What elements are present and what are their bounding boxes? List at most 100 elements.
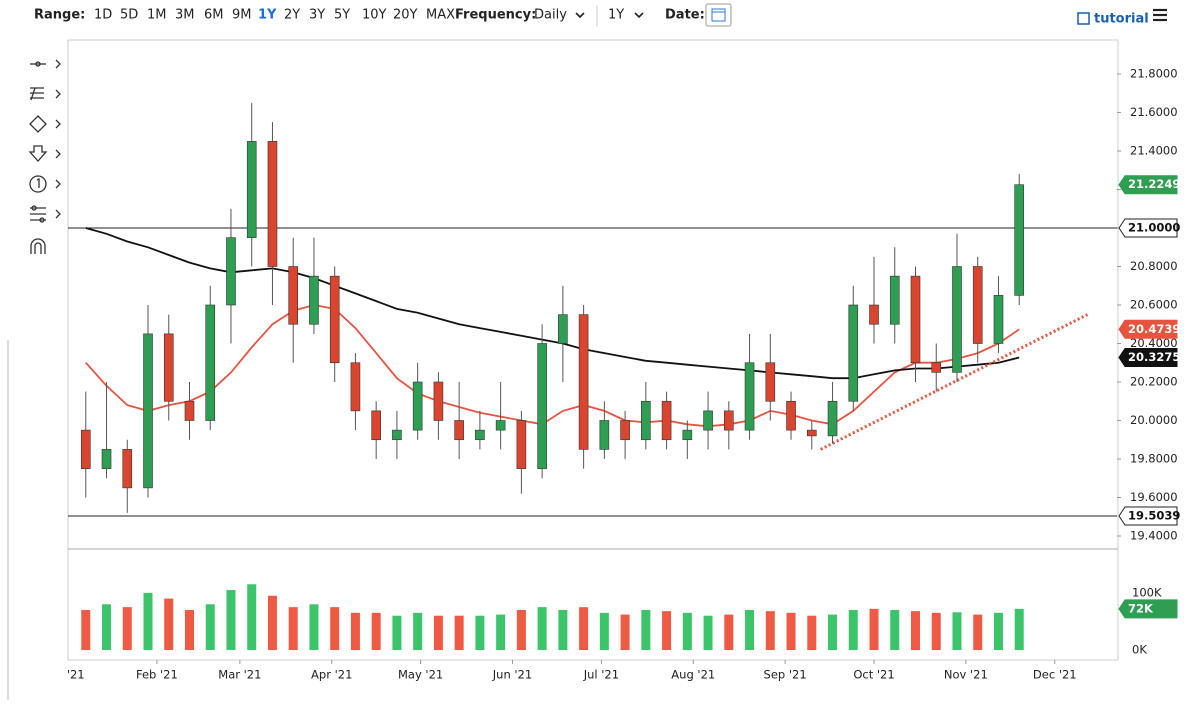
y-tick-label: 21.8000 [1130, 67, 1178, 81]
drawing-tools [28, 59, 61, 254]
calendar-button[interactable] [705, 3, 732, 27]
x-tick-label: Oct '21 [853, 668, 894, 682]
range-button[interactable]: 3Y [309, 8, 325, 23]
y-tick-label: 19.4000 [1130, 529, 1178, 543]
range-button[interactable]: 6M [204, 8, 224, 23]
trendline [819, 313, 1089, 451]
volume-bar [205, 604, 215, 650]
tutorial-link[interactable]: tutorial [1094, 12, 1149, 27]
price-tag-label: 72K [1128, 601, 1154, 615]
candle-body [661, 400, 672, 441]
volume-bar [433, 615, 443, 650]
candle-body [869, 304, 879, 325]
volume-bar [910, 611, 920, 650]
volume-bar [330, 607, 340, 650]
tool-arrow[interactable] [28, 145, 61, 162]
candle-body [703, 410, 713, 431]
tool-line[interactable] [30, 59, 61, 69]
range-button[interactable]: 5Y [334, 8, 350, 23]
volume-bar [828, 614, 838, 650]
candle-body [101, 449, 112, 469]
candle-body [972, 266, 983, 344]
moving-average [85, 227, 1020, 380]
candle-body [350, 362, 361, 412]
toolbar: Range: Frequency: Daily 1Y Date: tutoria… [34, 3, 1167, 27]
range-button[interactable]: 1Y [258, 8, 277, 23]
price-tag [1118, 506, 1178, 526]
candle-body [122, 449, 133, 489]
candle-body [267, 141, 278, 267]
y-tick-label: 20.4000 [1130, 336, 1178, 350]
volume-bar [81, 610, 91, 650]
chevron [575, 12, 585, 19]
tool-annotation[interactable] [29, 175, 61, 193]
candle-body [765, 362, 776, 402]
volume-bar [247, 584, 257, 650]
candle-body [744, 362, 755, 431]
volume-bar [745, 610, 755, 650]
candle-body [620, 420, 630, 441]
tool-magnet[interactable] [30, 238, 46, 254]
volume-bar [184, 610, 194, 650]
x-tick-label: Jul '21 [583, 668, 619, 682]
range-label: Range: [34, 8, 85, 23]
candle-body [724, 410, 734, 431]
candle-body [184, 400, 195, 421]
range-button[interactable]: 1M [147, 8, 167, 23]
volume-bar [558, 610, 568, 650]
candle-body [993, 295, 1004, 344]
tool-shape[interactable] [29, 115, 61, 133]
volume-bar [164, 598, 174, 650]
volume-bar [102, 604, 112, 650]
candle-body [226, 237, 236, 306]
range-button[interactable]: 10Y [362, 8, 387, 23]
x-tick-label: Jun '21 [492, 668, 532, 682]
y-tick-label: 20.6000 [1130, 298, 1178, 312]
candle-body [1014, 184, 1025, 296]
x-tick-label: Mar '21 [218, 668, 261, 682]
volume-bar [724, 614, 734, 650]
candle-body [329, 275, 340, 364]
volume-bar [516, 610, 526, 650]
volume-bar [890, 610, 900, 650]
tool-fib[interactable] [30, 87, 61, 101]
candle-body [246, 141, 257, 238]
volume-bar [765, 611, 775, 650]
tool-pattern[interactable] [30, 205, 61, 223]
volume-bar [143, 592, 153, 650]
candle-body [558, 314, 568, 344]
volume-bar [599, 612, 609, 650]
range-button[interactable]: 2Y [284, 8, 300, 23]
range-button[interactable]: 20Y [393, 8, 418, 23]
price-tag-label: 21.0000 [1128, 221, 1180, 235]
range-button[interactable]: 3M [175, 8, 195, 23]
volume-bar [807, 615, 817, 650]
y-tick-label: 21.4000 [1130, 144, 1178, 158]
candle-body [537, 343, 547, 469]
candle-body [599, 420, 610, 450]
x-tick-label: Aug '21 [671, 668, 715, 682]
candle-body [786, 400, 796, 431]
candle-body [578, 314, 589, 450]
price-tag [1118, 175, 1178, 195]
date-label: Date: [665, 8, 705, 23]
y-tick-label: 20.2000 [1130, 375, 1178, 389]
menu-button[interactable] [1153, 8, 1167, 22]
volume-bar [267, 595, 277, 650]
chart-frame [67, 39, 1119, 661]
volume-bar [682, 612, 692, 650]
range-button[interactable]: 9M [232, 8, 252, 23]
range-button[interactable]: MAX [426, 8, 455, 23]
range-button[interactable]: 5D [120, 8, 138, 23]
candle-body [205, 304, 216, 421]
period-select[interactable]: 1Y [608, 8, 624, 23]
range-button[interactable]: 1D [94, 8, 112, 23]
volume-bar [475, 615, 485, 650]
frequency-select[interactable]: Daily [534, 8, 567, 23]
x-tick-label: May '21 [398, 668, 443, 682]
volume-bar [350, 612, 360, 650]
volume-bar [786, 612, 796, 650]
x-tick-label: Apr '21 [311, 668, 352, 682]
volume-bar [579, 607, 589, 650]
